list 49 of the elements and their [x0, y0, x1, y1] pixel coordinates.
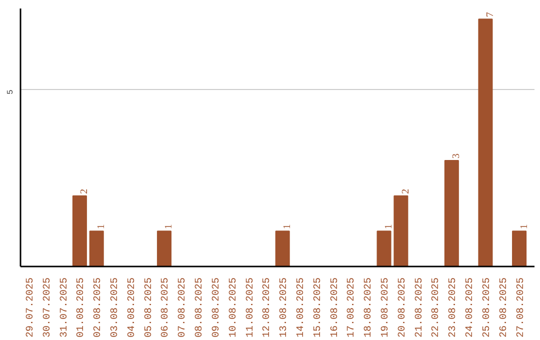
- data-label: 2: [400, 188, 412, 194]
- bar: [394, 195, 408, 266]
- bar: [376, 230, 392, 266]
- x-tick-label: 10.08.2025: [228, 277, 240, 338]
- x-tick-label: 12.08.2025: [262, 277, 274, 338]
- x-tick-label: 03.08.2025: [110, 277, 121, 338]
- bar: [444, 160, 459, 266]
- data-label: 1: [384, 224, 395, 230]
- x-tick-label: 13.08.2025: [279, 277, 290, 338]
- x-tick-label: 02.08.2025: [93, 277, 104, 338]
- x-tick-label: 04.08.2025: [126, 277, 138, 338]
- x-tick-label: 23.08.2025: [448, 277, 460, 338]
- x-tick-label: 27.08.2025: [516, 277, 527, 338]
- x-tick-label: 19.08.2025: [380, 277, 392, 338]
- bar: [478, 18, 493, 266]
- bar: [89, 230, 104, 266]
- data-label: 7: [484, 12, 496, 18]
- x-tick-label: 26.08.2025: [498, 277, 510, 338]
- x-tick-label: 21.08.2025: [414, 277, 426, 338]
- data-label: 1: [518, 224, 530, 230]
- x-tick-label: 17.08.2025: [346, 277, 358, 338]
- x-tick-label: 22.08.2025: [431, 277, 442, 338]
- x-tick-label: 05.08.2025: [144, 277, 155, 338]
- bar: [275, 230, 290, 266]
- data-label: 3: [451, 153, 462, 158]
- x-tick-label: 20.08.2025: [397, 277, 408, 338]
- x-tick-label: 25.08.2025: [482, 277, 493, 338]
- x-tick-label: 07.08.2025: [178, 277, 189, 338]
- x-tick-label: 30.07.2025: [42, 277, 54, 338]
- x-tick-label: 01.08.2025: [76, 277, 88, 338]
- data-label: 1: [96, 224, 108, 230]
- x-tick-label: 11.08.2025: [245, 277, 256, 338]
- data-label: 1: [164, 224, 175, 230]
- x-tick-label: 15.08.2025: [312, 277, 324, 338]
- bar: [512, 230, 527, 266]
- x-tick-label: 08.08.2025: [194, 277, 206, 338]
- x-tick-label: 24.08.2025: [465, 277, 476, 338]
- data-label: 1: [282, 224, 294, 230]
- x-tick-label: 29.07.2025: [25, 277, 36, 338]
- bar: [156, 230, 172, 266]
- data-label: 2: [79, 188, 90, 194]
- x-tick-label: 16.08.2025: [330, 277, 341, 338]
- y-tick-label: 5: [6, 89, 14, 94]
- x-tick-label: 14.08.2025: [296, 277, 307, 338]
- bar: [72, 195, 87, 266]
- x-tick-label: 09.08.2025: [211, 277, 222, 338]
- x-tick-label: 06.08.2025: [160, 277, 172, 338]
- x-tick-label: 31.07.2025: [59, 277, 70, 338]
- x-tick-label: 18.08.2025: [364, 277, 375, 338]
